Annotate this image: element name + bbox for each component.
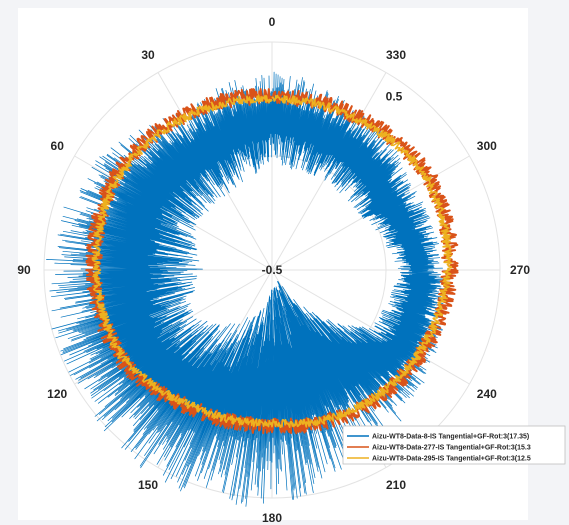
grid-spoke-8 — [271, 269, 470, 385]
theta-tick-label-180: 180 — [262, 511, 282, 525]
legend-label-1: Aizu-WT8-Data-277-IS Tangential+GF-Rot:3… — [372, 445, 531, 452]
legend-box — [342, 425, 566, 465]
series-line-2 — [91, 94, 453, 429]
theta-tick-label-60: 60 — [51, 139, 65, 153]
theta-tick-label-270: 270 — [510, 263, 530, 277]
theta-tick-label-150: 150 — [138, 478, 158, 492]
series-layer — [46, 71, 459, 507]
series-line-0 — [46, 71, 446, 507]
theta-tick-label-210: 210 — [386, 478, 406, 492]
theta-tick-label-0: 0 — [269, 15, 276, 29]
theta-tick-label-330: 330 — [386, 48, 406, 62]
theta-tick-label-120: 120 — [47, 387, 67, 401]
theta-tick-label-240: 240 — [477, 387, 497, 401]
r-tick-label-center: -0.5 — [262, 263, 283, 277]
legend-label-2: Aizu-WT8-Data-295-IS Tangential+GF-Rot:3… — [372, 456, 531, 463]
legend: Aizu-WT8-Data-8-IS Tangential+GF-Rot:3(1… — [342, 425, 566, 465]
legend-label-0: Aizu-WT8-Data-8-IS Tangential+GF-Rot:3(1… — [372, 434, 529, 441]
tick-labels: 0 30 60 90 120 150 180 210 240 270 300 330 -0.5 0.5 — [17, 15, 530, 525]
theta-tick-label-30: 30 — [141, 48, 155, 62]
series-line-1 — [85, 88, 459, 435]
r-tick-label-outer: 0.5 — [386, 90, 403, 104]
theta-tick-label-90: 90 — [17, 263, 31, 277]
theta-tick-label-300: 300 — [477, 139, 497, 153]
